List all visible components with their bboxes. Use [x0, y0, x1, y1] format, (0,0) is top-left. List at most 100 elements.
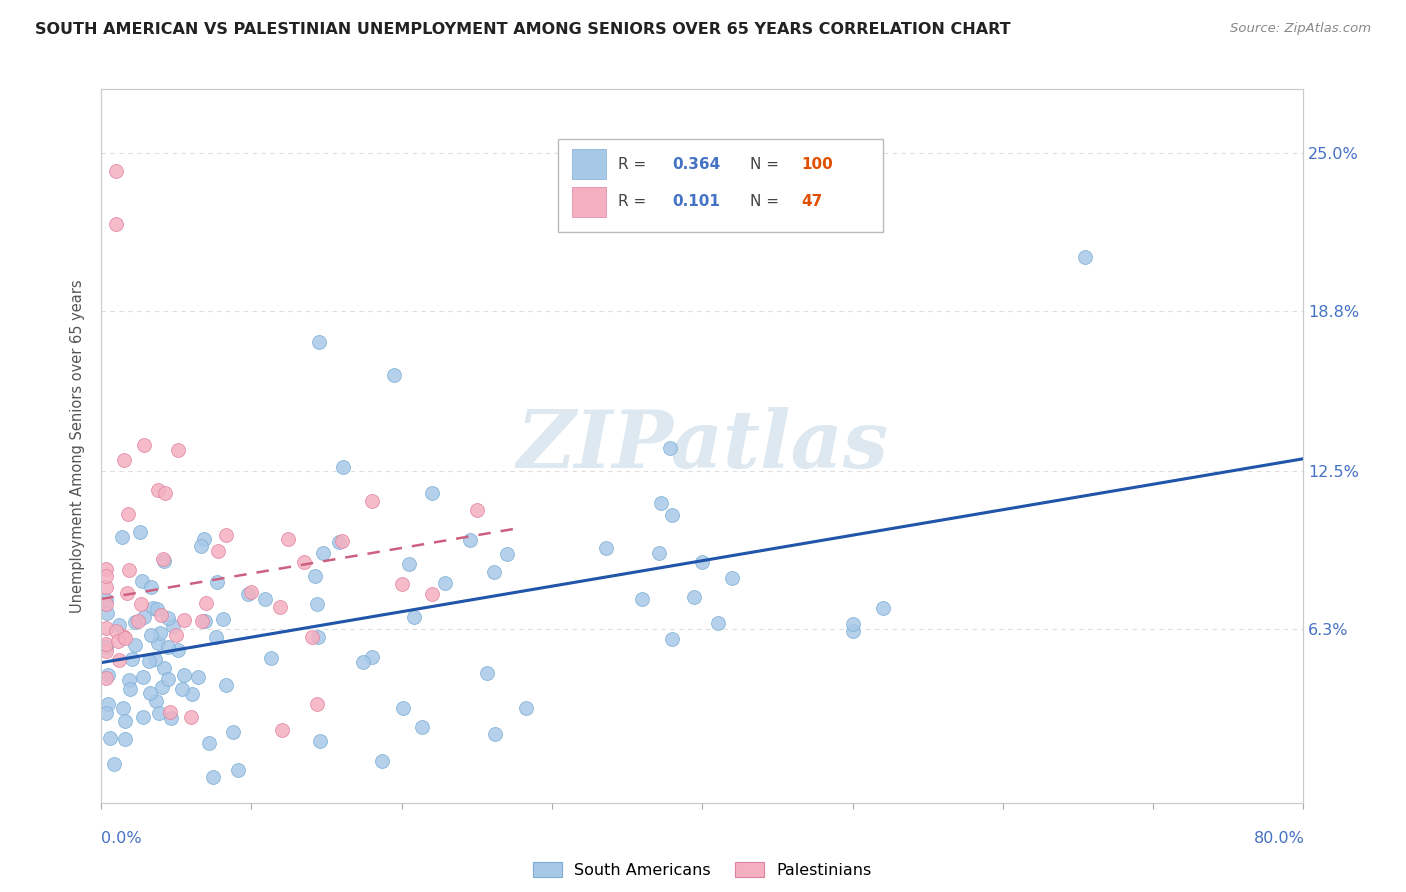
Point [240, 585, 263, 599]
Point [212, 612, 235, 626]
Point [146, 636, 169, 650]
Point [382, 368, 405, 382]
Point [659, 441, 682, 455]
Point [360, 650, 382, 665]
Point [160, 711, 183, 725]
Bar [572, 149, 606, 179]
Point [146, 483, 169, 498]
Point [484, 727, 506, 741]
Point [683, 591, 706, 605]
Point [132, 438, 155, 452]
Point [648, 546, 671, 560]
Point [117, 507, 139, 521]
Point [111, 700, 134, 714]
Text: 0.101: 0.101 [672, 194, 720, 210]
Point [121, 652, 143, 666]
Point [153, 660, 176, 674]
Point [515, 701, 537, 715]
Text: ZIPatlas: ZIPatlas [516, 408, 889, 484]
Point [145, 694, 167, 708]
Point [330, 533, 353, 548]
Point [96, 607, 118, 621]
Point [277, 532, 299, 546]
Point [162, 618, 184, 632]
Point [661, 632, 683, 646]
Point [132, 670, 155, 684]
Point [205, 575, 228, 590]
Text: Source: ZipAtlas.com: Source: ZipAtlas.com [1230, 22, 1371, 36]
Point [434, 576, 457, 591]
Point [107, 634, 129, 648]
Point [111, 629, 134, 643]
Point [190, 540, 212, 554]
Point [167, 443, 190, 458]
Point [94, 672, 117, 686]
Point [94, 644, 117, 658]
Point [207, 543, 229, 558]
Point [115, 586, 138, 600]
Point [114, 732, 136, 747]
Point [149, 607, 172, 622]
Point [292, 555, 315, 569]
Point [157, 640, 180, 654]
Point [94, 580, 117, 594]
Point [94, 621, 117, 635]
Point [477, 666, 499, 681]
Point [103, 756, 125, 771]
Point [458, 533, 481, 547]
Point [134, 610, 156, 624]
Point [194, 596, 217, 610]
Point [309, 733, 332, 747]
Point [692, 555, 714, 569]
Point [193, 532, 215, 546]
Point [131, 574, 153, 589]
Point [181, 687, 204, 701]
Text: R =: R = [619, 194, 647, 210]
Point [172, 681, 194, 696]
Point [398, 557, 420, 571]
Text: 100: 100 [801, 157, 832, 171]
Point [236, 587, 259, 601]
Point [124, 638, 146, 652]
Text: N =: N = [751, 157, 779, 171]
Point [392, 701, 415, 715]
Point [94, 637, 117, 651]
Point [132, 710, 155, 724]
Point [138, 654, 160, 668]
Point [120, 681, 142, 696]
Point [173, 613, 195, 627]
Point [98, 731, 121, 746]
Point [150, 680, 173, 694]
Point [201, 770, 224, 784]
Point [308, 334, 330, 349]
Point [328, 535, 350, 549]
Point [180, 710, 202, 724]
Point [661, 508, 683, 522]
Point [841, 617, 863, 632]
Point [149, 625, 172, 640]
Text: 0.364: 0.364 [672, 157, 720, 171]
Y-axis label: Unemployment Among Seniors over 65 years: Unemployment Among Seniors over 65 years [70, 279, 86, 613]
Text: 0.0%: 0.0% [101, 831, 142, 846]
Point [194, 614, 217, 628]
Point [118, 563, 141, 577]
Point [204, 630, 226, 644]
Point [872, 601, 894, 615]
Point [420, 485, 443, 500]
Point [191, 615, 214, 629]
Point [142, 601, 165, 615]
Point [94, 597, 117, 611]
Point [96, 706, 118, 720]
Point [159, 705, 181, 719]
Point [360, 494, 382, 508]
Point [307, 697, 329, 711]
Point [97, 668, 120, 682]
Point [94, 569, 117, 583]
Point [94, 562, 117, 576]
Point [465, 503, 488, 517]
Point [139, 580, 162, 594]
Point [595, 541, 617, 556]
Point [841, 624, 863, 638]
Point [152, 554, 174, 568]
Point [129, 525, 152, 540]
